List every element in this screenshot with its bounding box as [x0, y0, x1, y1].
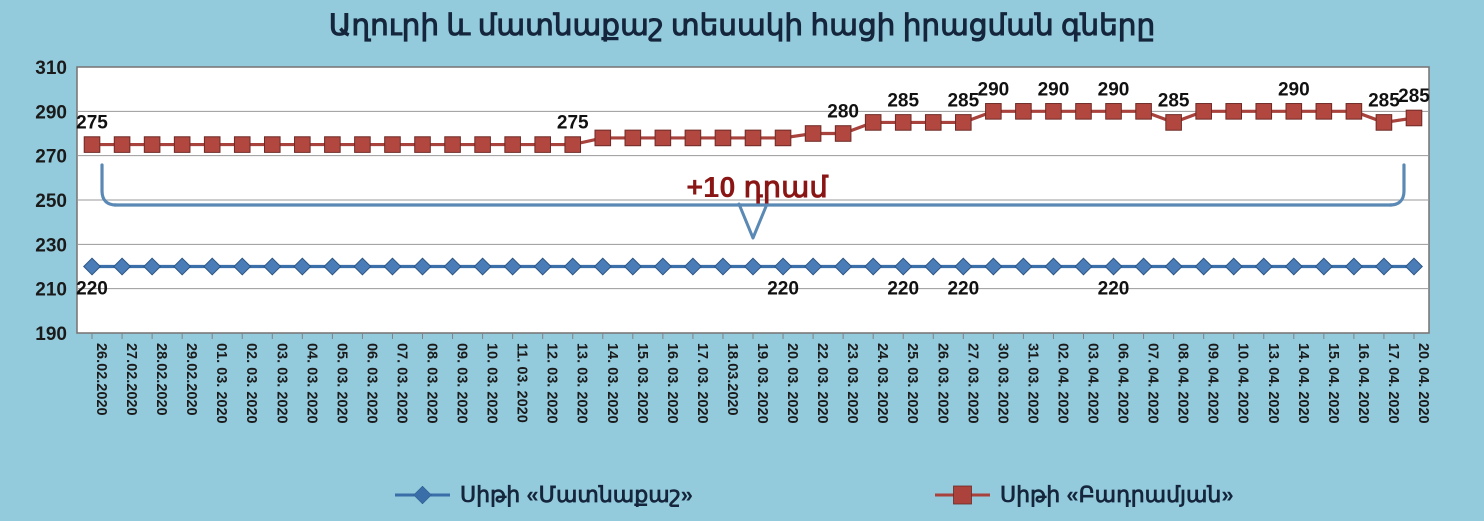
svg-text:290: 290	[1038, 79, 1070, 100]
svg-text:20. 03. 2020: 20. 03. 2020	[784, 343, 800, 424]
svg-text:06. 03. 2020: 06. 03. 2020	[363, 343, 379, 424]
svg-text:03. 03. 2020: 03. 03. 2020	[273, 343, 289, 424]
svg-text:05. 03. 2020: 05. 03. 2020	[333, 343, 349, 424]
svg-text:275: 275	[557, 113, 589, 134]
svg-text:26. 03. 2020: 26. 03. 2020	[934, 343, 950, 424]
svg-text:08. 03. 2020: 08. 03. 2020	[424, 343, 440, 424]
svg-text:17. 03. 2020: 17. 03. 2020	[694, 343, 710, 424]
svg-text:275: 275	[76, 113, 108, 134]
svg-text:Սիթի «Մատնաքաշ»: Սիթի «Մատնաքաշ»	[460, 482, 693, 507]
svg-text:08. 04. 2020: 08. 04. 2020	[1175, 343, 1191, 424]
svg-text:290: 290	[1098, 79, 1130, 100]
svg-text:04. 03. 2020: 04. 03. 2020	[303, 343, 319, 424]
svg-text:270: 270	[35, 147, 67, 168]
svg-text:13. 04. 2020: 13. 04. 2020	[1265, 343, 1281, 424]
svg-text:19. 03. 2020: 19. 03. 2020	[754, 343, 770, 424]
svg-text:Սիթի «Բադրամյան»: Սիթի «Բադրամյան»	[1000, 482, 1234, 507]
svg-text:310: 310	[35, 58, 67, 79]
svg-text:07. 03. 2020: 07. 03. 2020	[393, 343, 409, 424]
svg-text:27. 03. 2020: 27. 03. 2020	[964, 343, 980, 424]
svg-text:20. 04. 2020: 20. 04. 2020	[1415, 343, 1431, 424]
svg-text:23. 03. 2020: 23. 03. 2020	[844, 343, 860, 424]
svg-text:+10 դրամ: +10 դրամ	[686, 172, 829, 204]
svg-text:30. 03. 2020: 30. 03. 2020	[994, 343, 1010, 424]
svg-text:24. 03. 2020: 24. 03. 2020	[874, 343, 890, 424]
svg-text:28.02.2020: 28.02.2020	[153, 343, 169, 416]
svg-text:210: 210	[35, 280, 67, 301]
svg-text:18.03.2020: 18.03.2020	[724, 343, 740, 416]
svg-text:220: 220	[947, 279, 979, 300]
svg-text:285: 285	[1398, 86, 1430, 107]
svg-text:220: 220	[76, 279, 108, 300]
svg-text:230: 230	[35, 235, 67, 256]
svg-text:10. 04. 2020: 10. 04. 2020	[1235, 343, 1251, 424]
svg-text:26.02.2020: 26.02.2020	[93, 343, 109, 416]
svg-text:290: 290	[1278, 79, 1310, 100]
svg-text:15. 03. 2020: 15. 03. 2020	[634, 343, 650, 424]
svg-text:01. 03. 2020: 01. 03. 2020	[213, 343, 229, 424]
svg-text:290: 290	[35, 102, 67, 123]
svg-text:07. 04. 2020: 07. 04. 2020	[1145, 343, 1161, 424]
svg-text:220: 220	[887, 279, 919, 300]
svg-text:17. 04. 2020: 17. 04. 2020	[1385, 343, 1401, 424]
svg-text:14. 04. 2020: 14. 04. 2020	[1295, 343, 1311, 424]
svg-text:285: 285	[1368, 90, 1400, 111]
svg-text:250: 250	[35, 191, 67, 212]
svg-text:06. 04. 2020: 06. 04. 2020	[1115, 343, 1131, 424]
svg-text:10. 03. 2020: 10. 03. 2020	[484, 343, 500, 424]
svg-text:16. 04. 2020: 16. 04. 2020	[1355, 343, 1371, 424]
svg-text:290: 290	[978, 79, 1010, 100]
svg-text:22. 03. 2020: 22. 03. 2020	[814, 343, 830, 424]
svg-text:09. 03. 2020: 09. 03. 2020	[454, 343, 470, 424]
svg-text:11. 03. 2020: 11. 03. 2020	[514, 343, 530, 423]
svg-text:15. 04. 2020: 15. 04. 2020	[1325, 343, 1341, 424]
svg-text:29.02.2020: 29.02.2020	[183, 343, 199, 416]
svg-text:13. 03. 2020: 13. 03. 2020	[574, 343, 590, 424]
svg-text:02. 04. 2020: 02. 04. 2020	[1054, 343, 1070, 424]
svg-text:09. 04. 2020: 09. 04. 2020	[1205, 343, 1221, 424]
svg-text:25. 03. 2020: 25. 03. 2020	[904, 343, 920, 424]
svg-text:31. 03. 2020: 31. 03. 2020	[1024, 343, 1040, 424]
svg-text:285: 285	[1158, 90, 1190, 111]
svg-text:280: 280	[827, 102, 859, 123]
svg-text:285: 285	[887, 90, 919, 111]
svg-text:14. 03. 2020: 14. 03. 2020	[604, 343, 620, 424]
svg-text:16. 03. 2020: 16. 03. 2020	[664, 343, 680, 424]
svg-text:03. 04. 2020: 03. 04. 2020	[1084, 343, 1100, 424]
svg-text:27.02.2020: 27.02.2020	[123, 343, 139, 416]
svg-text:12. 03. 2020: 12. 03. 2020	[544, 343, 560, 424]
svg-text:190: 190	[35, 324, 67, 345]
svg-text:02. 03. 2020: 02. 03. 2020	[243, 343, 259, 424]
svg-text:285: 285	[947, 90, 979, 111]
svg-text:220: 220	[1098, 279, 1130, 300]
svg-text:220: 220	[767, 279, 799, 300]
